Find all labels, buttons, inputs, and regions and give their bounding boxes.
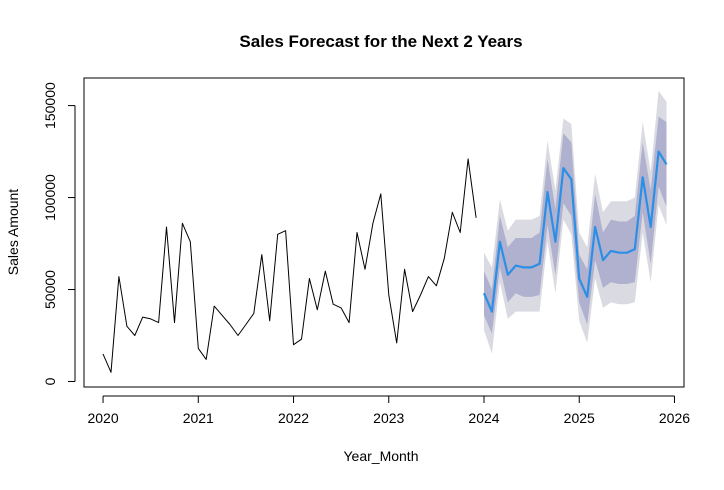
x-tick-label-2026: 2026 <box>659 410 690 426</box>
chart-title: Sales Forecast for the Next 2 Years <box>239 32 522 51</box>
x-tick-label-2021: 2021 <box>183 410 214 426</box>
y-tick-label-150000: 150000 <box>42 82 58 129</box>
y-tick-label-50000: 50000 <box>42 270 58 309</box>
y-tick-label-100000: 100000 <box>42 174 58 221</box>
x-tick-label-2024: 2024 <box>468 410 499 426</box>
x-tick-label-2020: 2020 <box>87 410 118 426</box>
x-tick-label-2022: 2022 <box>278 410 309 426</box>
plot-area: 2020 2021 2022 2023 2024 2025 2026 0 50000 100000… <box>42 77 690 426</box>
y-axis-label: Sales Amount <box>5 189 21 275</box>
x-tick-label-2025: 2025 <box>564 410 595 426</box>
plot-frame <box>83 77 685 388</box>
x-tick-label-2023: 2023 <box>373 410 404 426</box>
history-line <box>102 158 477 373</box>
x-axis-label: Year_Month <box>344 448 419 464</box>
y-tick-label-0: 0 <box>42 377 58 385</box>
forecast-mean-line <box>482 150 668 313</box>
